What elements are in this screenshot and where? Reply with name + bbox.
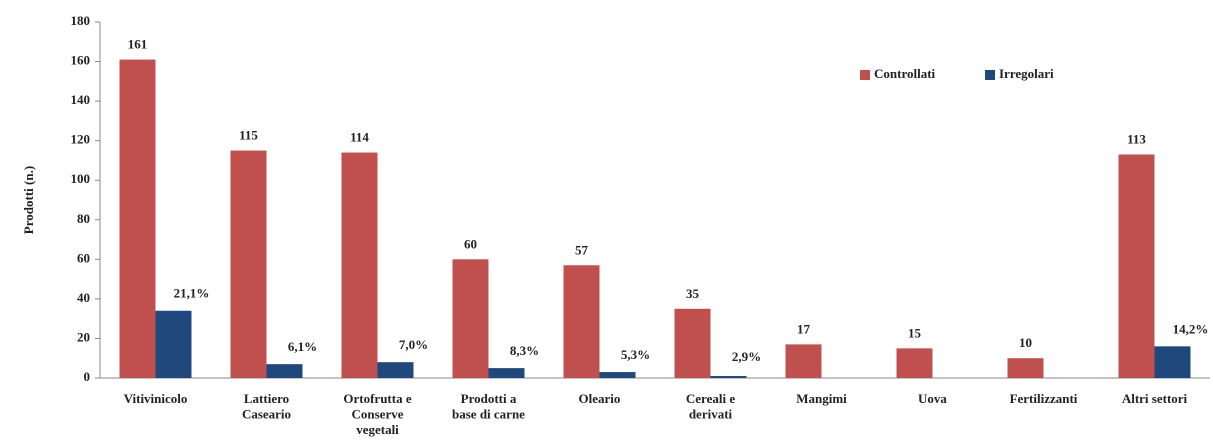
legend-label: Controllati (874, 66, 936, 81)
y-tick-label: 180 (71, 13, 91, 28)
annotation: 21,1% (174, 286, 210, 301)
bar (599, 372, 636, 378)
x-tick-label: Fertilizzanti (1010, 391, 1078, 406)
bar (1007, 358, 1044, 378)
data-label: 17 (797, 321, 811, 336)
legend-swatch (860, 70, 870, 80)
data-label: 115 (239, 128, 258, 143)
legend-swatch (985, 70, 995, 80)
data-label: 113 (1127, 131, 1146, 146)
y-tick-label: 120 (71, 132, 91, 147)
bar (710, 376, 747, 378)
x-tick-label: Mangimi (796, 391, 847, 406)
legend-label: Irregolari (999, 66, 1054, 81)
data-label: 161 (128, 37, 148, 52)
annotation: 14,2% (1173, 321, 1209, 336)
bar (341, 152, 378, 378)
x-tick-label: Uova (918, 391, 947, 406)
x-tick-label: Ortofrutta e Conserve vegetali (343, 391, 411, 437)
annotation: 8,3% (510, 343, 539, 358)
data-label: 10 (1019, 335, 1032, 350)
x-tick-label: Lattiero Caseario (242, 391, 291, 422)
data-label: 60 (464, 236, 477, 251)
data-label: 15 (908, 325, 922, 340)
y-tick-label: 40 (77, 290, 90, 305)
bar (488, 368, 525, 378)
data-label: 57 (575, 242, 589, 257)
x-tick-label: Oleario (579, 391, 621, 406)
y-axis-label: Prodotti (n.) (21, 166, 36, 234)
y-tick-label: 100 (71, 171, 91, 186)
bar (377, 362, 414, 378)
y-tick-label: 20 (77, 329, 90, 344)
bar (155, 310, 192, 378)
x-tick-label: Prodotti a base di carne (452, 391, 525, 422)
y-tick-label: 0 (84, 369, 91, 384)
data-label: 35 (686, 286, 700, 301)
data-label: 114 (350, 130, 369, 145)
annotation: 2,9% (732, 349, 761, 364)
annotation: 6,1% (288, 339, 317, 354)
bar (785, 344, 822, 378)
bar (230, 150, 267, 378)
bar (266, 364, 303, 378)
x-tick-label: Vitivinicolo (124, 391, 188, 406)
y-tick-label: 160 (71, 53, 91, 68)
bar (896, 348, 933, 378)
bar (1154, 346, 1191, 378)
y-tick-label: 140 (71, 92, 91, 107)
x-tick-label: Altri settori (1122, 391, 1188, 406)
x-tick-label: Cereali e derivati (686, 391, 735, 422)
bar (452, 259, 489, 378)
bar (119, 59, 156, 378)
bar (674, 308, 711, 378)
bar (563, 265, 600, 378)
annotation: 5,3% (621, 347, 650, 362)
y-tick-label: 60 (77, 250, 90, 265)
y-tick-label: 80 (77, 211, 90, 226)
annotation: 7,0% (399, 337, 428, 352)
bar (1118, 154, 1155, 378)
